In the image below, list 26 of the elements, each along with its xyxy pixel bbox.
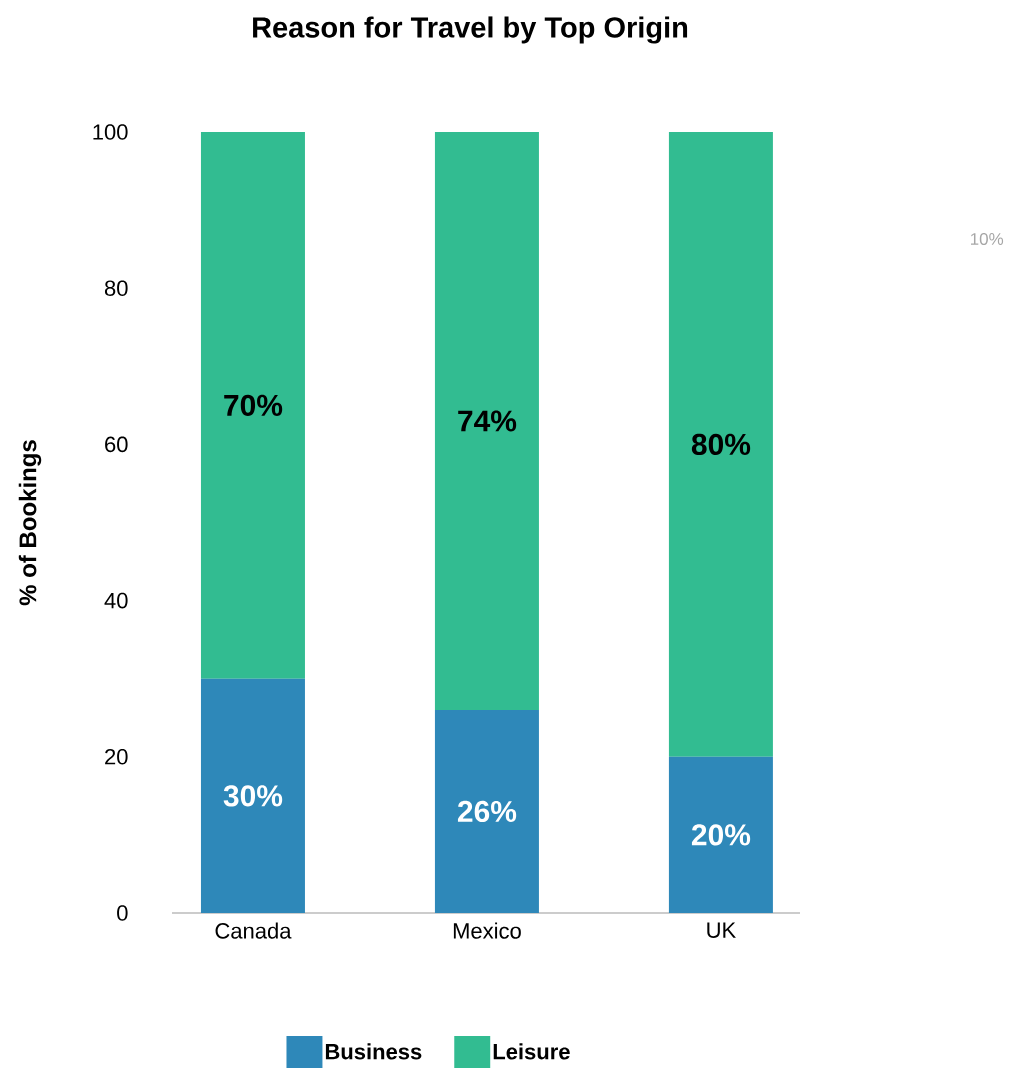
legend-label: Business: [325, 1043, 422, 1060]
y-axis-title: % of Bookings: [18, 440, 42, 606]
y-tick-label: 80: [104, 280, 128, 296]
bar: [200, 131, 305, 679]
data-label: 74%: [458, 410, 517, 432]
y-tick-label: 40: [104, 592, 128, 609]
data-label: 26%: [457, 800, 517, 823]
bar: [200, 678, 305, 913]
data-label: 70%: [224, 394, 283, 416]
chart-title: Reason for Travel by Top Origin: [253, 16, 688, 44]
data-label: 30%: [223, 785, 283, 807]
y-tick-label: 100: [93, 124, 128, 140]
x-tick-label: UK: [707, 922, 736, 938]
bar: [668, 756, 773, 913]
x-tick-label: Mexico: [453, 922, 521, 939]
bar: [668, 131, 773, 757]
y-tick-label: 0: [117, 905, 128, 921]
bar: [434, 131, 539, 710]
x-tick-label: Canada: [215, 922, 292, 939]
data-label: 20%: [691, 824, 751, 846]
data-label: 80%: [691, 433, 751, 456]
legend-label: Leisure: [493, 1043, 570, 1060]
text: 10%: [970, 232, 1004, 246]
y-tick-label: 60: [105, 436, 128, 453]
bar: [434, 709, 539, 913]
y-tick-label: 20: [105, 749, 128, 765]
